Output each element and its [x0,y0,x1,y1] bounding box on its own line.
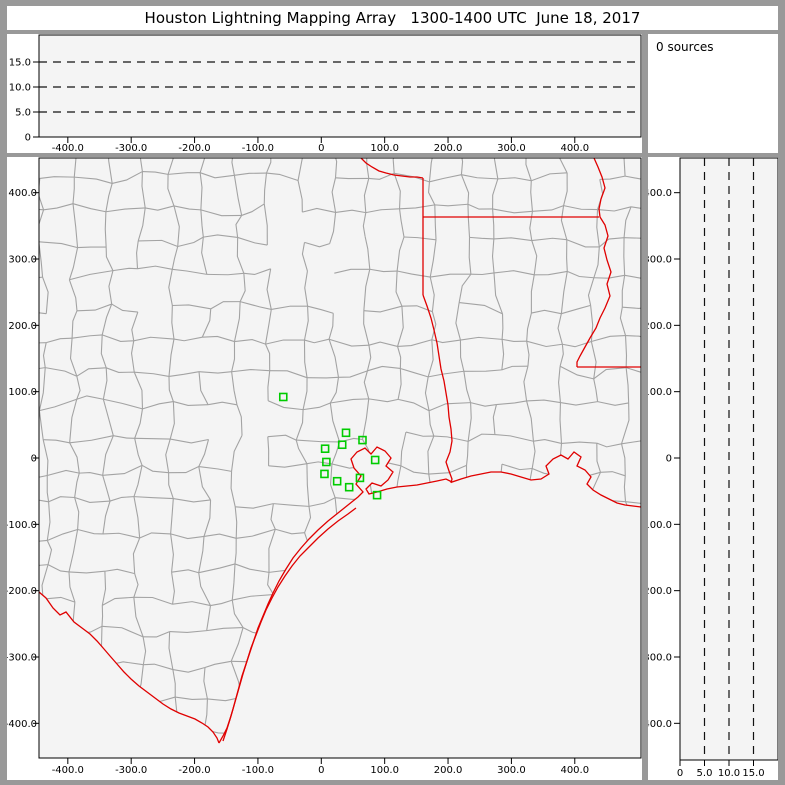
north-distance-tick-label: 100.0 [8,387,37,398]
altitude-ns-cross-section-plot: 400.0 300.0 200.0 100.0 0 -100.0 -200.0 -300.0 -… [648,157,778,779]
station-marker [278,392,288,402]
plot-border [38,34,642,138]
ew-distance-tick-label: 400.0 [560,143,589,153]
station-marker [372,490,382,500]
ew-distance-tick-label: 0 [318,143,324,153]
title-bar: Houston Lightning Mapping Array 1300-140… [7,6,778,30]
station-marker [355,473,365,483]
ew-altitude-plot-area[interactable] [39,35,641,137]
north-distance-tick-label: -200.0 [648,586,672,597]
altitude-tick-label: 0 [25,133,31,144]
east-distance-tick-label: -400.0 [52,765,84,776]
north-distance-tick-label: 200.0 [648,321,672,332]
lma-station-markers [278,392,382,500]
east-distance-tick-label: 300.0 [497,765,526,776]
state-borders-and-coastline [38,157,642,744]
sabine-river-border [422,294,453,484]
red-river-border [360,157,424,179]
source-count-label: 0 sources [656,40,714,54]
ew-distance-tick-label: -100.0 [242,143,274,153]
barrier-island [222,507,357,742]
altitude-ew-cross-section-panel: 15.0 10.0 5.0 0 -400.0 -300.0 -200.0 -100.0 0 100… [7,34,642,153]
east-distance-tick-label: 200.0 [434,765,463,776]
page-title: Houston Lightning Mapping Array 1300-140… [144,9,641,27]
rio-grande-border [38,591,220,744]
north-distance-tick-label: 300.0 [648,255,672,266]
altitude-tick-label: 15.0 [9,58,31,69]
ew-distance-tick-label: -200.0 [178,143,210,153]
altitude-tick-label: 10.0 [9,83,31,94]
altitude-ns-cross-section-panel: 400.0 300.0 200.0 100.0 0 -100.0 -200.0 -300.0 -… [648,157,778,780]
ew-distance-tick-label: 200.0 [434,143,463,153]
east-distance-tick-label: -300.0 [115,765,147,776]
north-distance-tick-label: 0 [666,454,672,465]
north-distance-tick-label: -400.0 [7,719,37,730]
source-count-panel: 0 sources [648,34,778,153]
north-distance-tick-label: -300.0 [7,652,37,663]
station-marker [358,435,367,445]
station-marker [341,428,351,438]
ew-distance-tick-label: 100.0 [370,143,399,153]
station-marker [337,440,347,450]
altitude-tick-label: 0 [677,768,683,779]
ew-distance-tick-label: -400.0 [52,143,84,153]
station-marker [370,455,380,465]
altitude-tick-label: 5.0 [697,768,713,779]
map-plot-area[interactable] [39,158,641,758]
north-distance-tick-label: 100.0 [648,387,672,398]
north-distance-tick-label: -100.0 [7,520,37,531]
north-distance-tick-label: 200.0 [8,321,37,332]
station-marker [320,444,330,454]
gulf-coastline [218,446,642,744]
east-distance-tick-label: 0 [318,765,324,776]
north-distance-tick-label: -200.0 [7,586,37,597]
altitude-tick-label: 5.0 [15,108,31,119]
ew-distance-tick-label: -300.0 [115,143,147,153]
north-distance-tick-label: -300.0 [648,652,672,663]
station-marker [332,476,342,486]
north-distance-tick-label: 400.0 [648,188,672,199]
north-distance-tick-label: -100.0 [648,520,672,531]
north-distance-tick-label: 400.0 [8,188,37,199]
east-distance-tick-label: -100.0 [242,765,274,776]
east-distance-tick-label: -200.0 [178,765,210,776]
station-marker [344,482,354,492]
east-distance-tick-label: 400.0 [560,765,589,776]
plan-view-map-plot: 400.0 300.0 200.0 100.0 0 -100.0 -200.0 -300.0 -… [7,157,642,776]
plan-view-map-panel: 400.0 300.0 200.0 100.0 0 -100.0 -200.0 -300.0 -… [7,157,642,780]
ew-distance-tick-label: 300.0 [497,143,526,153]
north-distance-tick-label: 0 [31,454,37,465]
east-distance-tick-label: 100.0 [370,765,399,776]
mississippi-river-border [576,157,612,367]
altitude-ew-cross-section-plot: 15.0 10.0 5.0 0 -400.0 -300.0 -200.0 -100.0 0 100… [9,34,642,153]
altitude-tick-label: 15.0 [742,768,764,779]
station-marker [320,469,329,479]
station-marker [322,457,331,467]
altitude-tick-label: 10.0 [718,768,740,779]
north-distance-tick-label: 300.0 [8,255,37,266]
north-distance-tick-label: -400.0 [648,719,672,730]
